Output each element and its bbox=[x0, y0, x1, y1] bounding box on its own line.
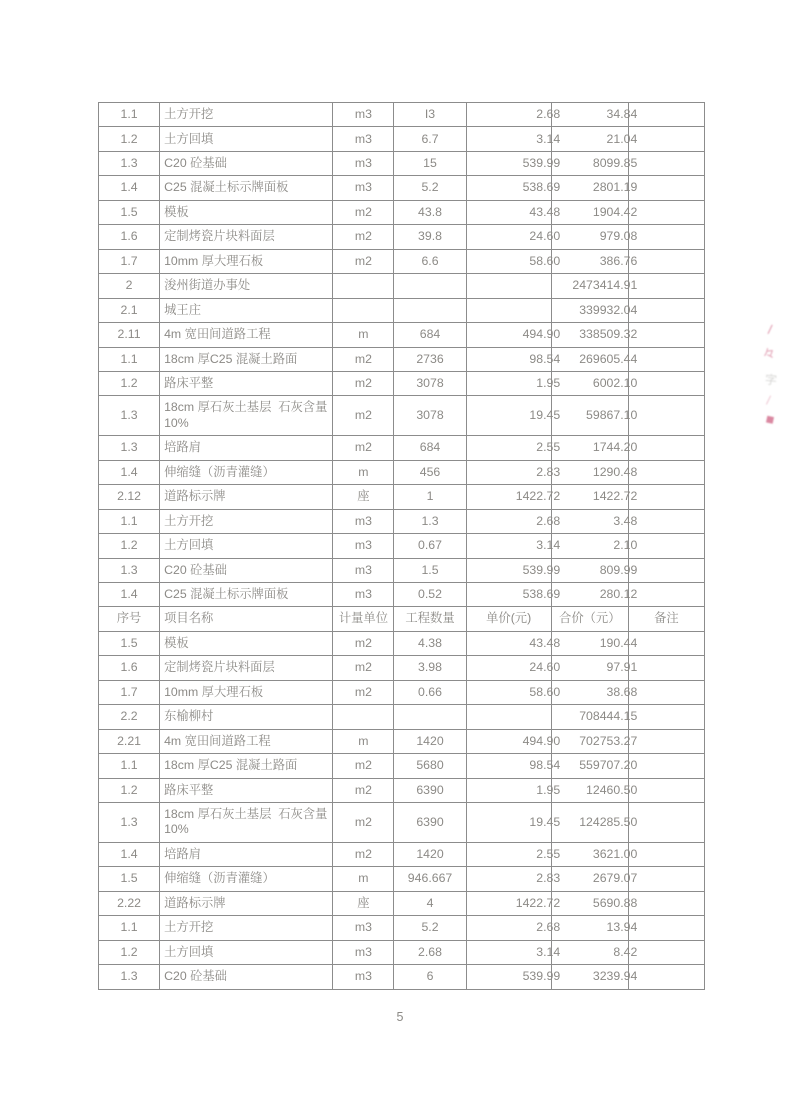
svg-text:■: ■ bbox=[764, 410, 776, 427]
svg-text:⁄: ⁄ bbox=[764, 393, 772, 408]
svg-text:々: 々 bbox=[761, 345, 776, 362]
svg-text:字: 字 bbox=[764, 372, 777, 388]
svg-text:/: / bbox=[767, 322, 774, 337]
